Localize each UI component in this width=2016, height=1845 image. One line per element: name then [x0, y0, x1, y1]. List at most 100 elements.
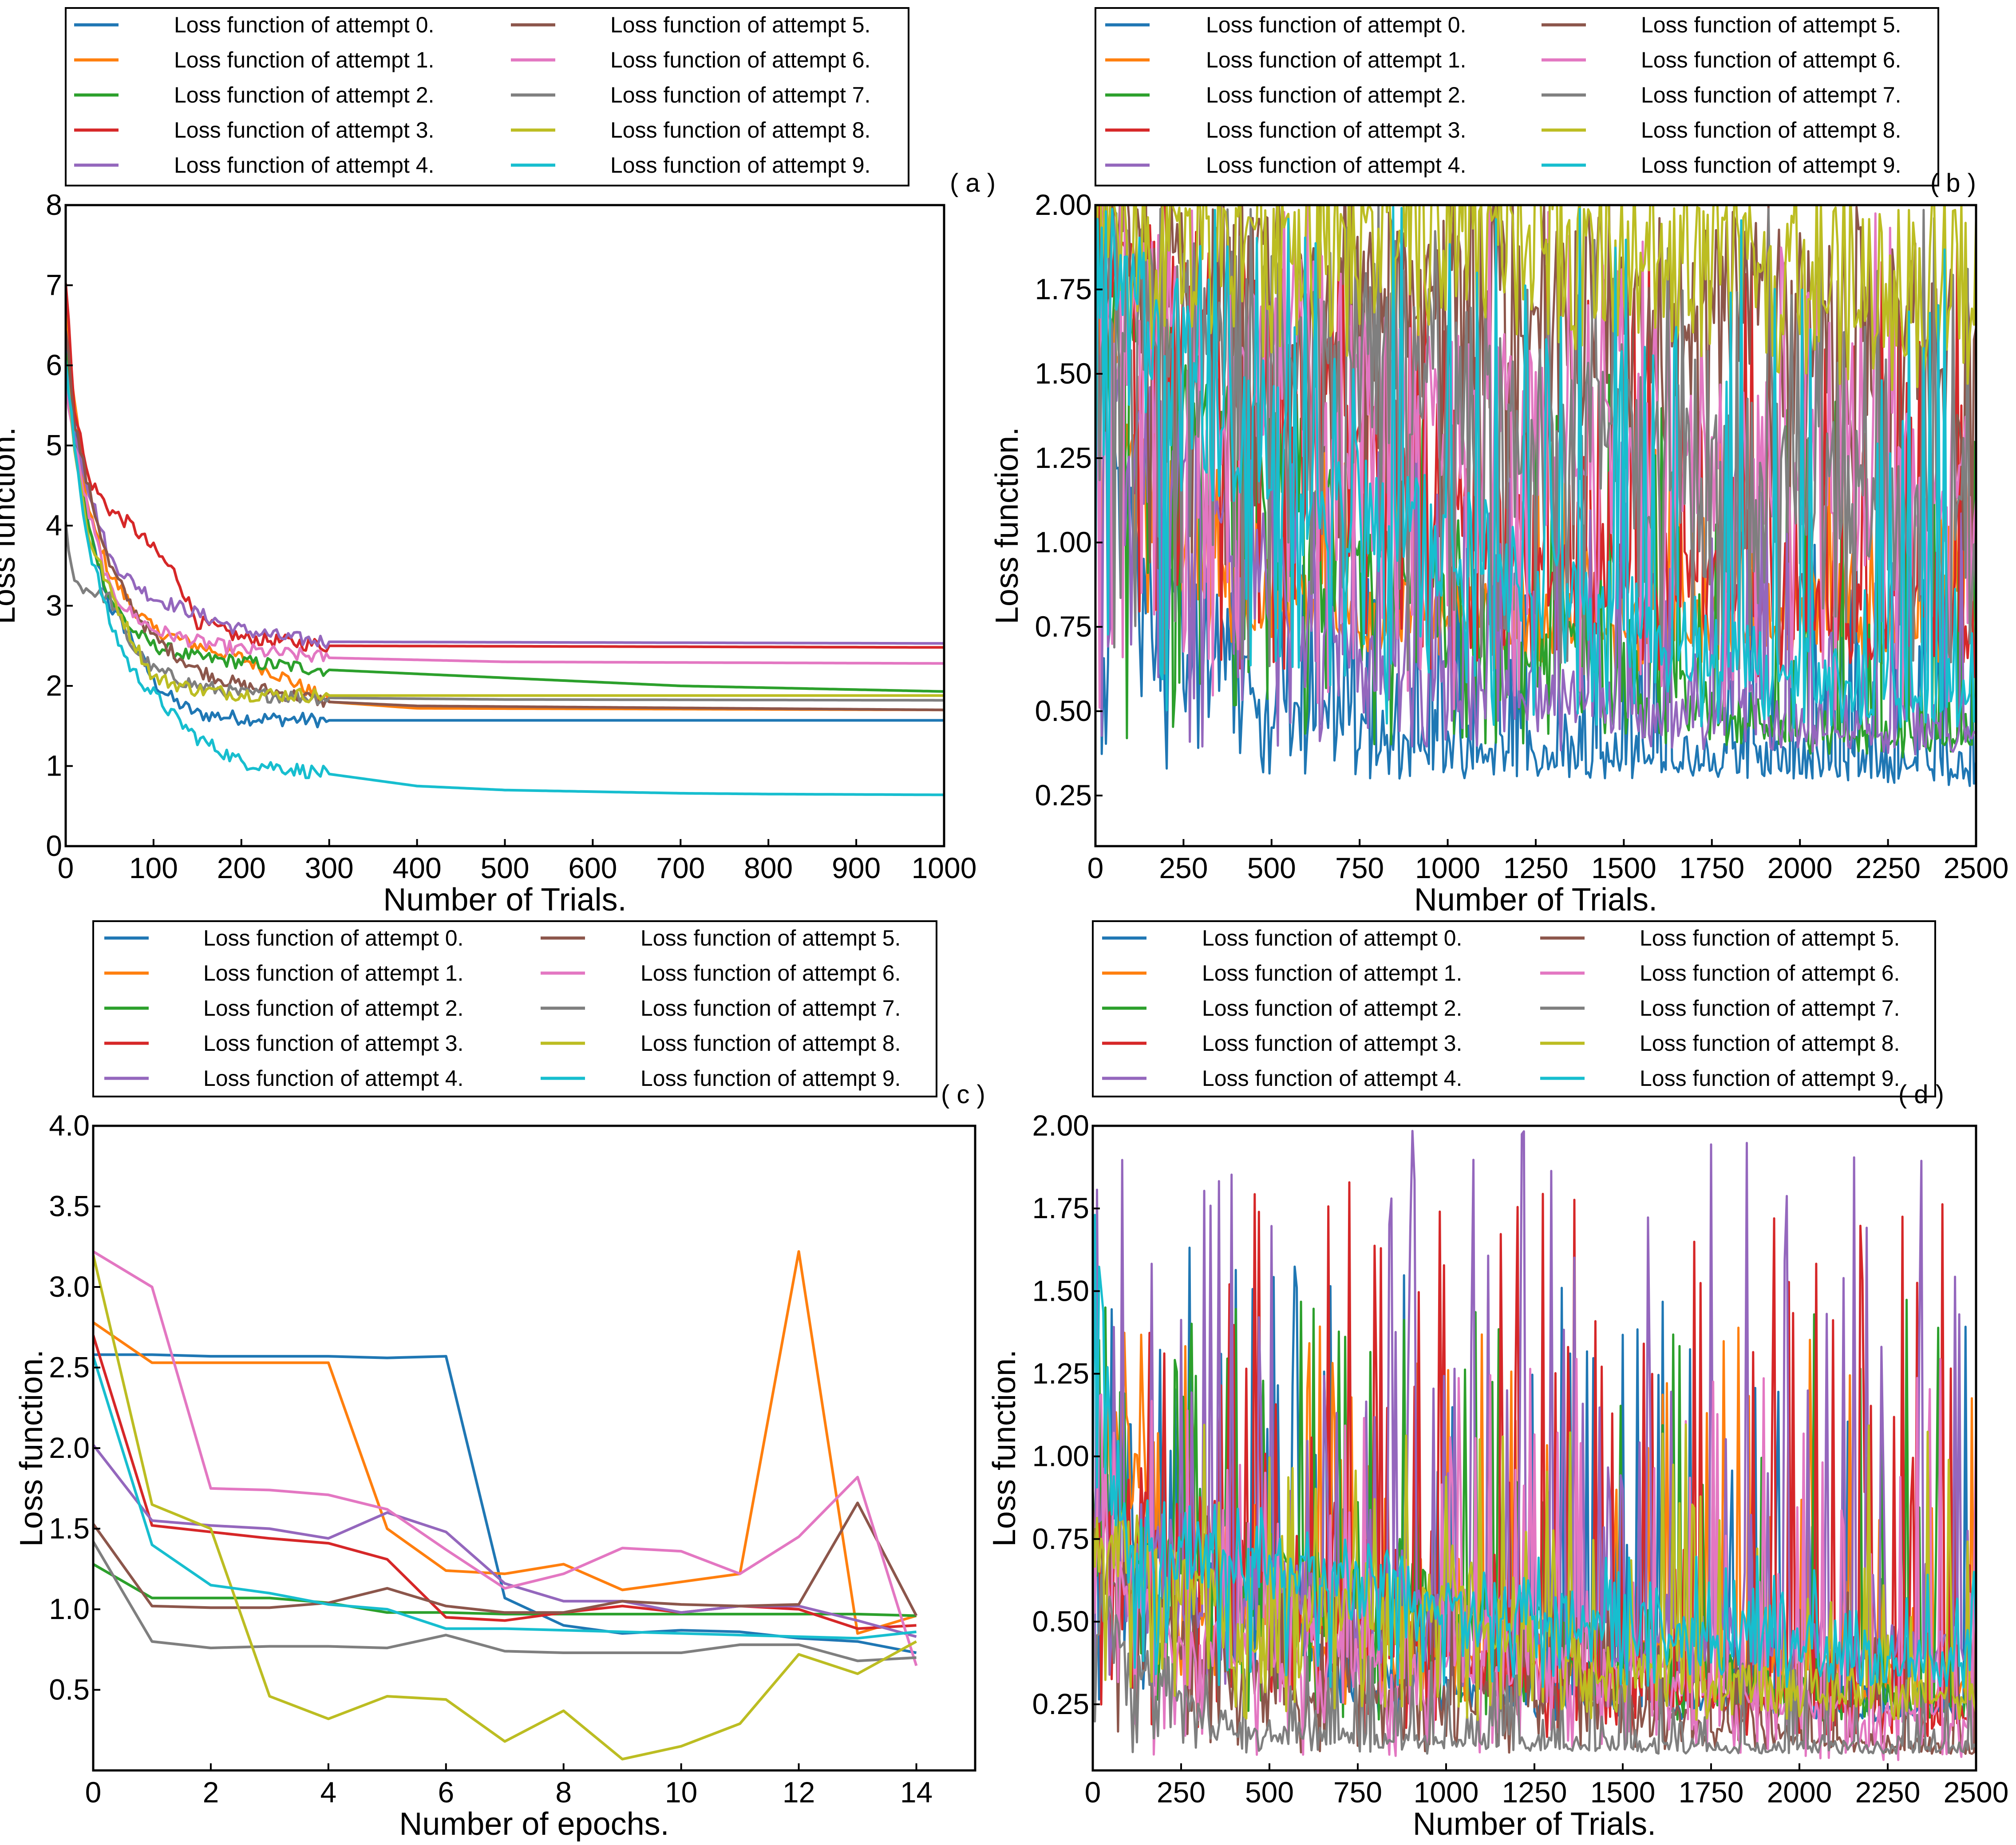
y-tick-label: 1.00	[1032, 1440, 1089, 1473]
x-tick-label: 1000	[1415, 851, 1480, 884]
series-line-5	[93, 1501, 918, 1616]
legend-label: Loss function of attempt 3.	[1202, 1031, 1462, 1056]
y-axis-title: Loss function.	[0, 427, 22, 624]
legend-label: Loss function of attempt 6.	[1641, 48, 1901, 72]
x-tick-label: 2000	[1767, 1776, 1832, 1809]
y-tick-label: 0.25	[1035, 779, 1092, 812]
legend-label: Loss function of attempt 0.	[1206, 12, 1466, 37]
y-tick-label: 7	[46, 269, 62, 301]
y-tick-label: 1.50	[1032, 1274, 1089, 1307]
panel-1: 0 250 500 750 1000 1250 1500 1750 2000 2250 2500 0.…	[989, 7, 2009, 918]
x-tick-label: 800	[744, 851, 793, 884]
series-line-3	[93, 1335, 917, 1630]
y-tick-label: 1.75	[1032, 1192, 1089, 1224]
series-line-9	[1095, 206, 1976, 729]
y-tick-label: 2.0	[49, 1431, 90, 1464]
x-axis-title: Number of Trials.	[1413, 1806, 1656, 1842]
x-tick-label: 2000	[1767, 851, 1833, 884]
x-tick-label: 4	[320, 1776, 337, 1809]
legend-label: Loss function of attempt 6.	[640, 961, 901, 986]
x-tick-label: 10	[665, 1776, 697, 1809]
y-axis-title: Loss function.	[987, 1350, 1022, 1547]
x-tick-label: 400	[393, 851, 442, 884]
x-tick-label: 1250	[1503, 851, 1569, 884]
series-line-6	[66, 377, 944, 665]
series-line-6	[93, 1250, 918, 1666]
plot-frame	[64, 204, 945, 847]
x-tick-label: 1750	[1679, 851, 1744, 884]
y-tick-label: 4.0	[49, 1109, 90, 1142]
y-tick-label: 0.50	[1032, 1605, 1089, 1638]
legend-label: Loss function of attempt 5.	[1640, 926, 1900, 950]
x-tick-label: 8	[555, 1776, 572, 1809]
y-axis-title: Loss function.	[989, 427, 1025, 624]
y-tick-label: 1.00	[1035, 526, 1092, 558]
x-tick-label: 2250	[1855, 1776, 1921, 1809]
legend-label: Loss function of attempt 9.	[1641, 153, 1901, 178]
x-tick-label: 500	[480, 851, 529, 884]
x-tick-label: 250	[1157, 1776, 1206, 1809]
legend-label: Loss function of attempt 4.	[1206, 153, 1466, 178]
y-tick-label: 1.50	[1035, 357, 1092, 390]
x-tick-label: 250	[1159, 851, 1208, 884]
y-tick-label: 0.75	[1035, 610, 1092, 643]
legend-label: Loss function of attempt 2.	[174, 83, 434, 107]
legend-label: Loss function of attempt 5.	[640, 926, 901, 950]
plot-area	[1095, 205, 1976, 787]
x-tick-label: 500	[1245, 1776, 1294, 1809]
y-tick-label: 1.25	[1032, 1357, 1089, 1390]
x-tick-label: 0	[1087, 851, 1104, 884]
x-tick-label: 0	[85, 1776, 102, 1809]
legend-label: Loss function of attempt 1.	[1202, 961, 1462, 986]
x-tick-label: 2500	[1944, 1776, 2009, 1809]
legend-label: Loss function of attempt 8.	[640, 1031, 901, 1056]
series-line-0	[66, 339, 944, 728]
legend-label: Loss function of attempt 7.	[1641, 83, 1901, 107]
x-tick-label: 14	[900, 1776, 933, 1809]
x-tick-label: 0	[58, 851, 74, 884]
y-tick-label: 2	[46, 669, 62, 702]
legend-label: Loss function of attempt 9.	[610, 153, 870, 178]
y-tick-label: 0.50	[1035, 694, 1092, 727]
legend-label: Loss function of attempt 0.	[1202, 926, 1462, 950]
x-tick-label: 1000	[912, 851, 977, 884]
series-line-6	[1093, 1358, 1976, 1761]
legend-label: Loss function of attempt 7.	[1640, 996, 1900, 1021]
y-tick-label: 2.00	[1032, 1109, 1089, 1142]
series-line-8	[1093, 1423, 1976, 1722]
y-tick-label: 1.75	[1035, 273, 1092, 305]
y-tick-label: 2.5	[49, 1351, 90, 1384]
x-tick-label: 2250	[1855, 851, 1921, 884]
x-tick-label: 2500	[1944, 851, 2009, 884]
panel-2: 0 2 4 6 8 10 12 14 0.5 1.0 1.5 2.0 2.5 3.0 3.5 4.0 Numbe…	[14, 920, 985, 1842]
y-tick-label: 6	[46, 348, 62, 381]
y-tick-label: 3.0	[49, 1270, 90, 1303]
panel-3: 0 250 500 750 1000 1250 1500 1750 2000 2250 2500 0.…	[987, 920, 2009, 1842]
x-tick-label: 12	[783, 1776, 815, 1809]
series-line-5	[1095, 205, 1976, 571]
legend-label: Loss function of attempt 1.	[174, 48, 434, 72]
y-tick-label: 8	[46, 188, 62, 221]
legend-label: Loss function of attempt 6.	[1640, 961, 1900, 986]
y-tick-label: 1.0	[49, 1592, 90, 1625]
series-line-9	[1093, 1214, 1976, 1689]
series-line-1	[93, 1250, 917, 1635]
legend-label: Loss function of attempt 1.	[203, 961, 463, 986]
series-line-0	[1095, 333, 1976, 787]
series-line-2	[93, 1563, 917, 1617]
legend: Loss function of attempt 0. Loss function…	[92, 920, 937, 1097]
series-line-8	[93, 1254, 917, 1761]
legend-label: Loss function of attempt 9.	[640, 1066, 901, 1091]
series-line-8	[1095, 205, 1976, 391]
series-line-7	[1093, 1573, 1976, 1755]
series-line-7	[93, 1540, 917, 1663]
x-tick-label: 1000	[1414, 1776, 1479, 1809]
legend-label: Loss function of attempt 2.	[203, 996, 463, 1021]
legend-label: Loss function of attempt 7.	[610, 83, 870, 107]
legend: Loss function of attempt 0. Loss function…	[1095, 7, 1939, 186]
panel-tag: ( a )	[950, 169, 996, 198]
series-line-4	[1095, 355, 1976, 756]
x-axis-title: Number of epochs.	[399, 1806, 669, 1842]
legend-label: Loss function of attempt 0.	[174, 12, 434, 37]
